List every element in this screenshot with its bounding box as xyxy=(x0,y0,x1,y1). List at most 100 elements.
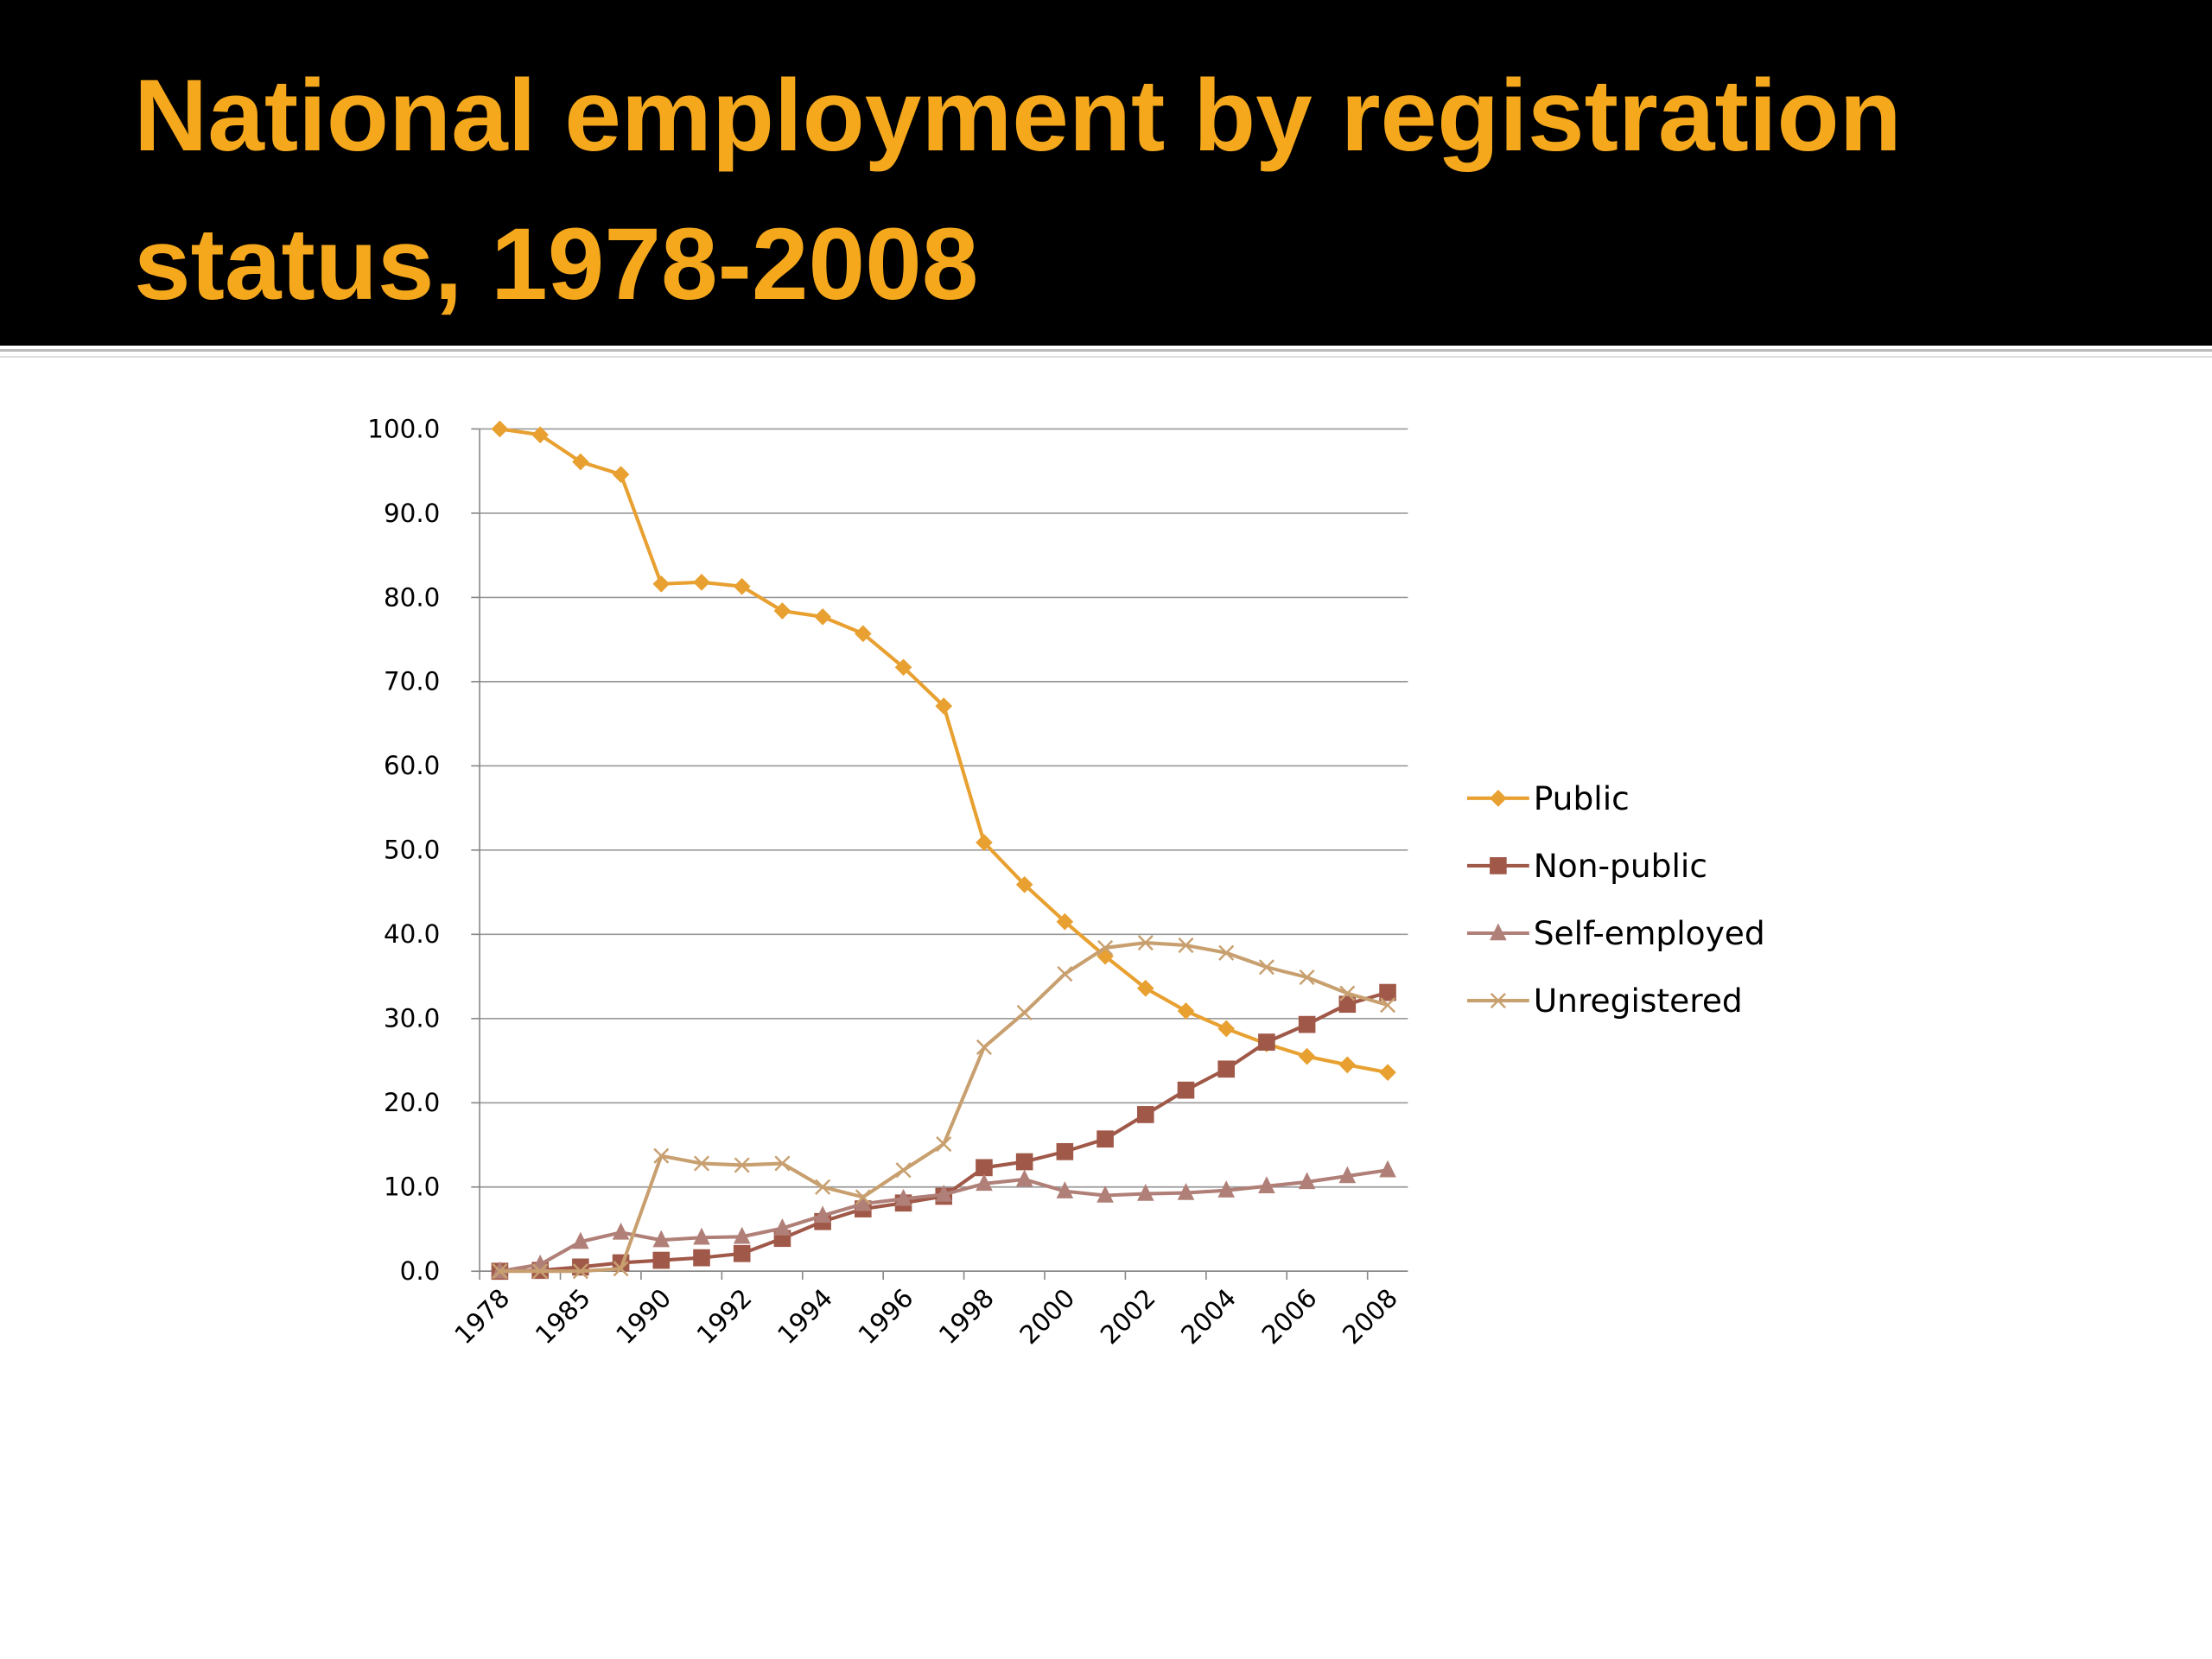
data-point xyxy=(1217,1020,1235,1038)
data-point xyxy=(1177,1081,1195,1099)
series-line xyxy=(499,427,1389,1075)
rule xyxy=(0,349,2212,352)
legend-marker xyxy=(1490,992,1506,1009)
data-point xyxy=(935,697,953,715)
data-point xyxy=(1096,1185,1114,1203)
data-point xyxy=(1056,912,1074,931)
rule xyxy=(0,356,2212,358)
data-point xyxy=(855,1193,872,1211)
data-point xyxy=(1177,1183,1195,1200)
x-tick-label: 2002 xyxy=(1095,1283,1161,1350)
x-tick-label: 1978 xyxy=(449,1283,516,1350)
legend-label: Non-public xyxy=(1534,847,1707,885)
data-point xyxy=(1015,1153,1033,1171)
data-point xyxy=(1338,995,1357,1014)
y-tick-label: 70.0 xyxy=(384,667,440,696)
data-point xyxy=(1338,1166,1357,1184)
data-point xyxy=(612,1222,630,1240)
x-tick-label: 2000 xyxy=(1014,1283,1081,1350)
data-point xyxy=(572,1263,588,1280)
legend-label: Unregistered xyxy=(1534,982,1743,1020)
data-point xyxy=(1379,983,1396,1001)
data-point xyxy=(1137,934,1154,951)
chart-title: National employment by registration stat… xyxy=(134,59,1902,321)
data-point xyxy=(1136,1106,1154,1123)
data-point xyxy=(814,1205,831,1224)
data-point xyxy=(1056,1181,1074,1198)
data-point xyxy=(1299,969,1315,986)
y-tick-label: 30.0 xyxy=(384,1004,440,1033)
series-line xyxy=(499,941,1389,1274)
data-point xyxy=(1218,944,1235,961)
y-tick-label: 10.0 xyxy=(384,1173,440,1202)
legend-label: Self-employed xyxy=(1534,914,1765,952)
data-point xyxy=(855,1189,871,1205)
legend-marker xyxy=(1490,923,1507,941)
data-point xyxy=(1379,1064,1396,1082)
data-point xyxy=(814,607,831,626)
data-point xyxy=(1258,1176,1275,1193)
data-point xyxy=(1380,997,1396,1014)
data-point xyxy=(693,1249,710,1267)
data-point xyxy=(773,1218,791,1236)
data-point xyxy=(693,1227,710,1245)
x-tick-label: 1985 xyxy=(530,1283,596,1350)
legend-marker xyxy=(1490,857,1507,874)
data-point xyxy=(1379,1160,1396,1178)
data-point xyxy=(491,420,509,438)
y-tick-label: 100.0 xyxy=(367,414,440,443)
data-point xyxy=(613,1261,629,1277)
data-point xyxy=(1016,1004,1033,1021)
data-point xyxy=(1258,1033,1275,1051)
series-line xyxy=(499,990,1389,1274)
data-point xyxy=(774,1155,791,1172)
data-point xyxy=(492,1263,508,1280)
data-point xyxy=(1258,959,1274,976)
legend-marker xyxy=(1490,789,1507,807)
data-point xyxy=(976,1039,992,1056)
y-tick-label: 80.0 xyxy=(384,582,440,612)
data-point xyxy=(1298,1172,1316,1190)
data-point xyxy=(1298,1047,1316,1065)
data-point xyxy=(1097,939,1114,957)
data-point xyxy=(1015,1169,1033,1187)
data-point xyxy=(1217,1060,1235,1078)
data-point xyxy=(976,1159,993,1177)
x-tick-label: 2008 xyxy=(1337,1283,1403,1350)
data-point xyxy=(976,1173,993,1192)
data-point xyxy=(976,834,993,851)
data-point xyxy=(936,1135,952,1153)
y-tick-label: 60.0 xyxy=(384,751,440,780)
header xyxy=(0,0,2212,346)
data-point xyxy=(693,573,710,591)
data-point xyxy=(693,1155,710,1172)
data-point xyxy=(855,625,872,643)
data-point xyxy=(894,1188,912,1206)
legend-label: Public xyxy=(1534,779,1630,817)
data-point xyxy=(1217,1180,1235,1198)
y-tick-label: 50.0 xyxy=(384,836,440,865)
data-point xyxy=(1298,1015,1316,1033)
data-point xyxy=(1056,1142,1074,1160)
data-point xyxy=(935,1185,953,1202)
data-point xyxy=(733,1226,751,1244)
data-point xyxy=(815,1179,831,1195)
data-point xyxy=(734,1157,750,1173)
x-tick-label: 1996 xyxy=(853,1283,919,1350)
data-point xyxy=(1057,966,1073,982)
y-tick-label: 0.0 xyxy=(400,1256,441,1286)
data-point xyxy=(652,1251,671,1269)
data-point xyxy=(652,575,671,593)
data-point xyxy=(1096,1130,1114,1148)
data-point xyxy=(895,1162,912,1179)
y-tick-label: 90.0 xyxy=(384,499,440,528)
data-point xyxy=(1177,1002,1195,1020)
data-point xyxy=(1338,1056,1357,1074)
data-point xyxy=(1339,985,1356,1001)
data-point xyxy=(532,1263,549,1280)
data-point xyxy=(612,466,630,483)
data-point xyxy=(572,1231,589,1249)
x-tick-label: 1994 xyxy=(772,1283,838,1350)
